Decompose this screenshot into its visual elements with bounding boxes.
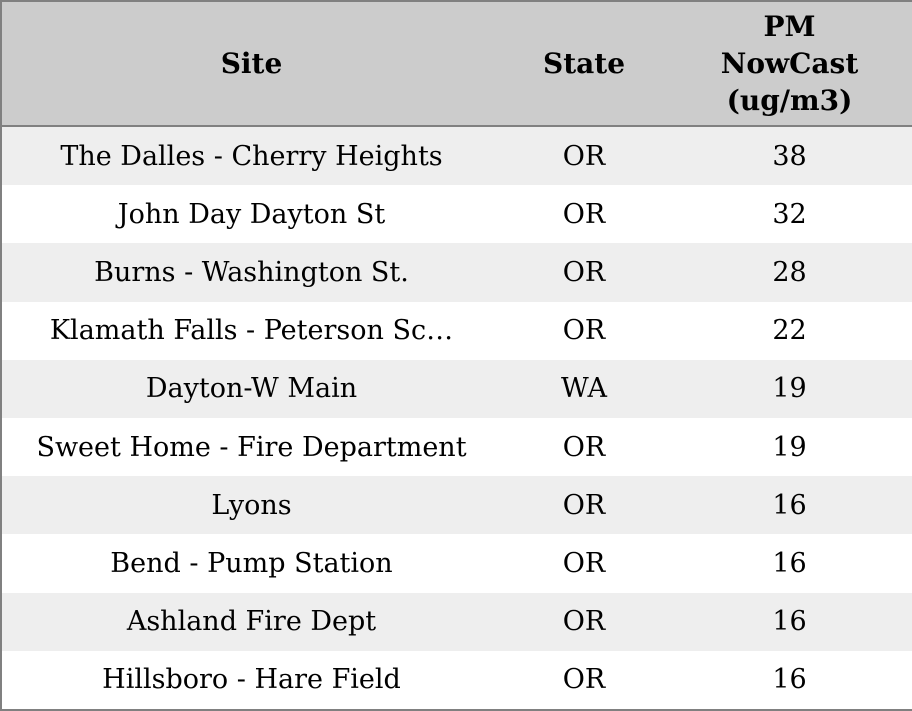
table-row: Ashland Fire Dept OR 16 xyxy=(1,592,912,651)
state-cell: OR xyxy=(562,664,606,696)
table-row: Bend - Pump Station OR 16 xyxy=(1,534,912,593)
site-cell: Bend - Pump Station xyxy=(110,547,393,579)
table-row: John Day Dayton St OR 32 xyxy=(1,185,912,244)
table-row: Hillsboro - Hare Field OR 16 xyxy=(1,650,912,710)
pm-nowcast-cell: 22 xyxy=(772,315,807,347)
state-cell: OR xyxy=(562,256,606,288)
state-cell: OR xyxy=(562,606,606,638)
state-cell: OR xyxy=(562,547,606,579)
table-row: Klamath Falls - Peterson Sc… OR 22 xyxy=(1,301,912,360)
column-header-site: Site xyxy=(1,1,501,127)
column-header-pm-nowcast: PM NowCast (ug/m3) xyxy=(667,1,912,127)
table-row: Burns - Washington St. OR 28 xyxy=(1,243,912,302)
pm-nowcast-cell: 16 xyxy=(772,664,807,696)
pm-nowcast-cell: 16 xyxy=(772,489,807,521)
table-body: The Dalles - Cherry Heights OR 38 John Day … xyxy=(1,126,912,710)
state-cell: OR xyxy=(562,431,606,463)
pm-nowcast-cell: 19 xyxy=(772,431,807,463)
pm-nowcast-cell: 28 xyxy=(772,256,807,288)
site-cell: Hillsboro - Hare Field xyxy=(102,664,401,696)
site-cell: John Day Dayton St xyxy=(117,198,386,230)
state-cell: OR xyxy=(562,315,606,347)
state-cell: OR xyxy=(562,198,606,230)
site-cell: Klamath Falls - Peterson Sc… xyxy=(49,315,454,347)
table-row: The Dalles - Cherry Heights OR 38 xyxy=(1,126,912,186)
site-cell: Dayton-W Main xyxy=(145,373,358,405)
site-cell: Ashland Fire Dept xyxy=(126,606,377,638)
header-row: Site State PM NowCast (ug/m3) xyxy=(1,1,912,127)
table-row: Dayton-W Main WA 19 xyxy=(1,359,912,418)
pm-nowcast-cell: 16 xyxy=(772,547,807,579)
pm-nowcast-cell: 32 xyxy=(772,198,807,230)
pm-nowcast-cell: 16 xyxy=(772,606,807,638)
state-cell: OR xyxy=(562,140,606,172)
table-header: Site State PM NowCast (ug/m3) xyxy=(1,1,912,127)
state-cell: OR xyxy=(562,489,606,521)
pm-nowcast-cell: 19 xyxy=(772,373,807,405)
column-header-state: State xyxy=(501,1,667,127)
pm-nowcast-cell: 38 xyxy=(772,140,807,172)
site-cell: Burns - Washington St. xyxy=(94,256,409,288)
state-cell: WA xyxy=(561,373,607,405)
site-cell: Lyons xyxy=(211,489,292,521)
table-row: Sweet Home - Fire Department OR 19 xyxy=(1,417,912,477)
site-cell: Sweet Home - Fire Department xyxy=(36,431,467,463)
table-row: Lyons OR 16 xyxy=(1,476,912,535)
site-cell: The Dalles - Cherry Heights xyxy=(60,140,443,172)
